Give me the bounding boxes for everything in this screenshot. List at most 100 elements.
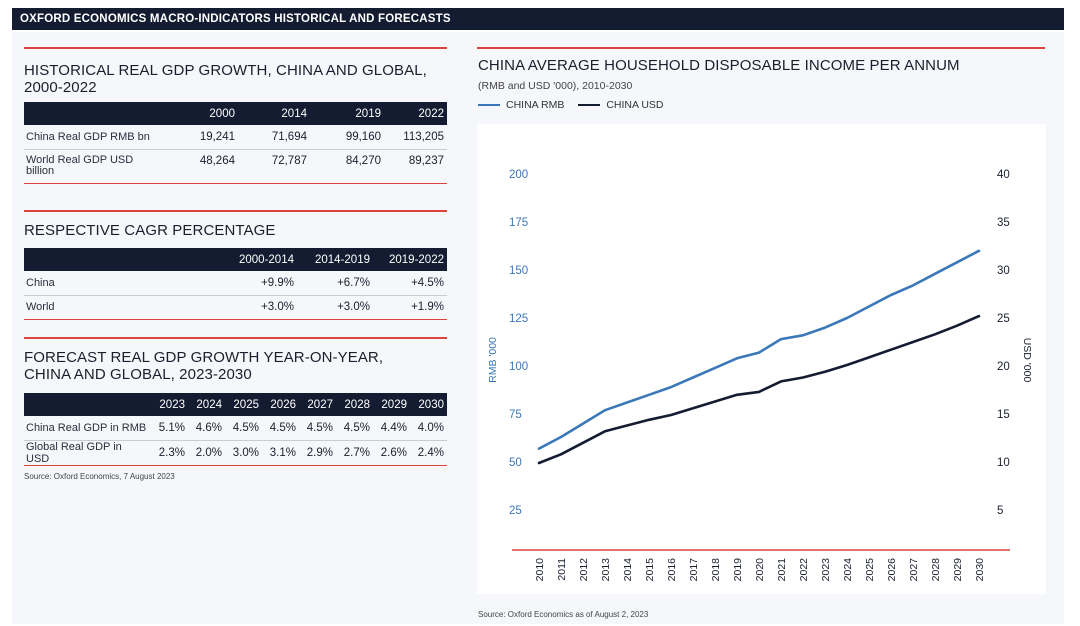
header-cell: 2014-2019	[297, 248, 373, 271]
table-header-row: 2000-2014 2014-2019 2019-2022	[24, 248, 447, 271]
chart-legend: CHINA RMB CHINA USD	[478, 99, 678, 111]
table-cell: +3.0%	[297, 295, 373, 320]
table-cell: 4.0%	[410, 416, 447, 441]
table-cell: 72,787	[238, 149, 310, 184]
table-row: World +3.0% +3.0% +1.9%	[24, 295, 447, 320]
table-cell: 2.7%	[336, 440, 373, 466]
table-row: China +9.9% +6.7% +4.5%	[24, 271, 447, 296]
table-cell: +1.9%	[373, 295, 447, 320]
y-tick-right-label: 20	[997, 361, 1010, 373]
table-row: Global Real GDP in USD 2.3% 2.0% 3.0% 3.…	[24, 440, 447, 466]
x-tick-label: 2014	[622, 558, 634, 582]
table3-title-line2: CHINA AND GLOBAL, 2023-2030	[24, 366, 252, 383]
header-cell: 2019	[310, 102, 384, 125]
table2-title: RESPECTIVE CAGR PERCENTAGE	[24, 222, 276, 239]
income-line-chart: 255075100125150175200510152025303540RMB …	[487, 169, 1033, 582]
y-tick-left-label: 50	[509, 457, 522, 469]
header-cell-blank	[24, 102, 168, 125]
table-cell: +9.9%	[224, 271, 297, 296]
header-cell: 2029	[373, 393, 410, 416]
cagr-table: 2000-2014 2014-2019 2019-2022 China +9.9…	[24, 248, 447, 320]
header-cell: 2023	[151, 393, 188, 416]
table-cell: 3.1%	[262, 440, 299, 466]
x-tick-label: 2015	[644, 558, 656, 582]
table-cell: 89,237	[384, 149, 447, 184]
table3-title: FORECAST REAL GDP GROWTH YEAR-ON-YEAR, C…	[24, 349, 383, 383]
table-cell: 19,241	[168, 125, 238, 150]
row-label: China Real GDP in RMB	[24, 416, 151, 441]
table-cell: 5.1%	[151, 416, 188, 441]
legend-swatch-usd	[578, 103, 601, 107]
header-cell: 2022	[384, 102, 447, 125]
y-tick-left-label: 75	[509, 409, 522, 421]
row-label: World	[24, 295, 224, 320]
y-tick-right-label: 10	[997, 457, 1010, 469]
header-cell: 2024	[188, 393, 225, 416]
x-tick-label: 2021	[776, 558, 788, 582]
table1-title: HISTORICAL REAL GDP GROWTH, CHINA AND GL…	[24, 62, 427, 96]
forecast-gdp-table: 2023 2024 2025 2026 2027 2028 2029 2030 …	[24, 393, 447, 466]
header-cell: 2026	[262, 393, 299, 416]
row-label: Global Real GDP in USD	[24, 440, 151, 466]
row-label: World Real GDP USD billion	[24, 149, 168, 184]
legend-swatch-rmb	[478, 103, 500, 107]
header-cell-blank	[24, 248, 224, 271]
x-tick-label: 2017	[688, 558, 700, 582]
x-tick-label: 2019	[732, 558, 744, 582]
x-tick-label: 2029	[952, 558, 964, 582]
divider	[24, 337, 447, 339]
table-row: World Real GDP USD billion 48,264 72,787…	[24, 149, 447, 184]
page-header: OXFORD ECONOMICS MACRO-INDICATORS HISTOR…	[12, 8, 1064, 30]
y-tick-right-label: 30	[997, 265, 1010, 277]
table-header-row: 2000 2014 2019 2022	[24, 102, 447, 125]
header-cell: 2014	[238, 102, 310, 125]
table-cell: 2.9%	[299, 440, 336, 466]
legend-item-rmb: CHINA RMB	[478, 99, 564, 111]
table-cell: 4.5%	[299, 416, 336, 441]
header-cell: 2000	[168, 102, 238, 125]
row-label-line1: World Real GDP USD	[26, 154, 134, 166]
table-cell: 99,160	[310, 125, 384, 150]
y-tick-left-label: 125	[509, 313, 528, 325]
x-tick-label: 2016	[666, 558, 678, 582]
table-cell: +3.0%	[224, 295, 297, 320]
legend-label-rmb: CHINA RMB	[506, 99, 565, 111]
table-cell: +6.7%	[297, 271, 373, 296]
y-axis-right-label: USD '000	[1021, 338, 1033, 383]
y-tick-left-label: 175	[509, 217, 528, 229]
table1-title-line2: 2000-2022	[24, 79, 97, 96]
x-tick-label: 2012	[578, 558, 590, 582]
y-axis-left-label: RMB '000	[487, 337, 499, 383]
x-tick-label: 2023	[820, 558, 832, 582]
table-cell: 4.6%	[188, 416, 225, 441]
table-cell: 2.0%	[188, 440, 225, 466]
x-tick-label: 2022	[798, 558, 810, 582]
table-cell: 48,264	[168, 149, 238, 184]
header-cell-blank	[24, 393, 151, 416]
y-tick-left-label: 150	[509, 265, 528, 277]
divider	[24, 210, 447, 212]
divider	[477, 47, 1045, 49]
table-cell: 2.6%	[373, 440, 410, 466]
legend-item-usd: CHINA USD	[578, 99, 664, 111]
table-cell: 71,694	[238, 125, 310, 150]
header-cell: 2028	[336, 393, 373, 416]
row-label: China	[24, 271, 224, 296]
chart-title: CHINA AVERAGE HOUSEHOLD DISPOSABLE INCOM…	[478, 57, 960, 74]
x-tick-label: 2025	[864, 558, 876, 582]
header-cell: 2019-2022	[373, 248, 447, 271]
x-tick-label: 2011	[556, 558, 568, 581]
table-cell: 4.5%	[336, 416, 373, 441]
x-tick-label: 2020	[754, 558, 766, 582]
divider	[24, 47, 447, 49]
header-cell: 2025	[225, 393, 262, 416]
y-tick-right-label: 5	[997, 505, 1003, 517]
chart-area: 25 50 75 100 125 150 175 200 5 10 15 20 25 30 35 40 RMB …	[477, 124, 1046, 594]
x-tick-label: 2013	[600, 558, 612, 582]
table-cell: 2.3%	[151, 440, 188, 466]
row-label: China Real GDP RMB bn	[24, 125, 168, 150]
y-tick-left-label: 100	[509, 361, 528, 373]
x-tick-label: 2027	[908, 558, 920, 582]
series-line-china-usd	[537, 314, 981, 465]
table-cell: 4.5%	[225, 416, 262, 441]
